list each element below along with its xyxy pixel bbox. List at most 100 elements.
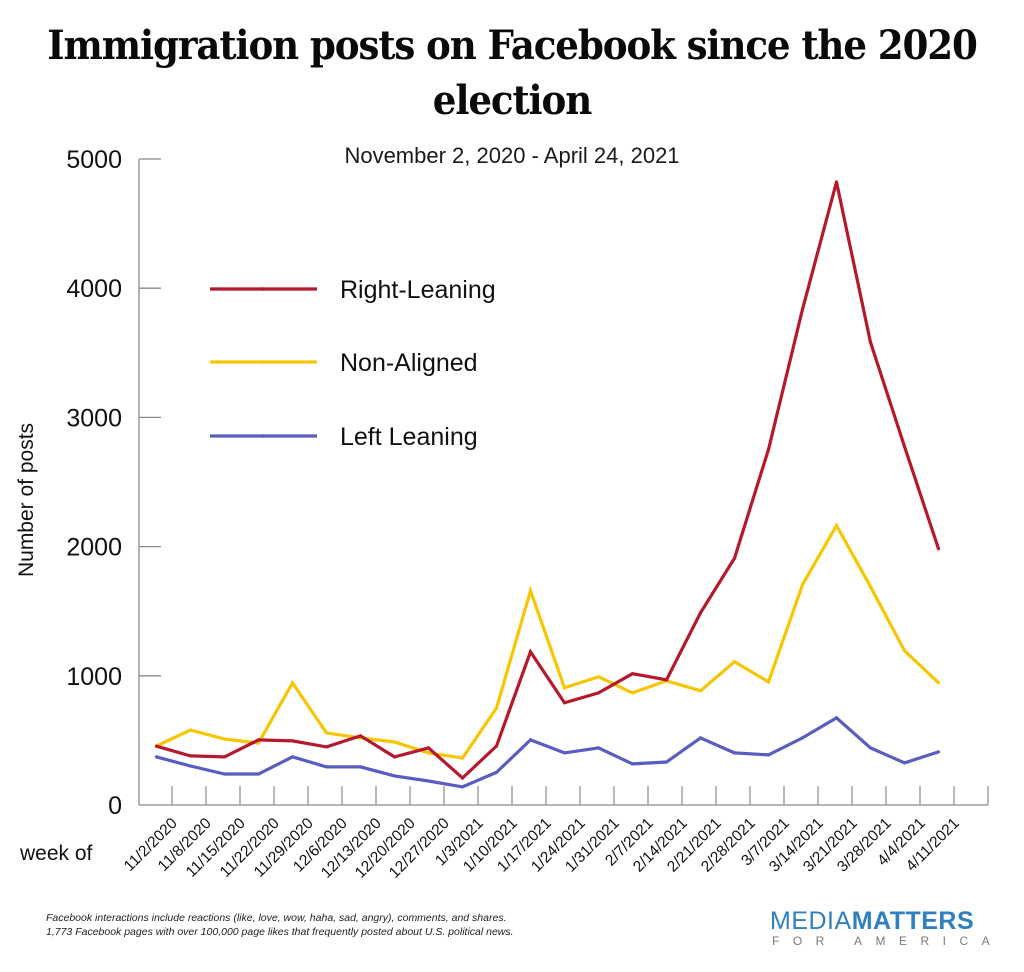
legend-item-non-aligned: Non-Aligned [210,349,478,377]
data-point-non-aligned [868,585,873,589]
data-point-right-leaning [188,754,193,758]
data-point-left-leaning [154,755,159,759]
data-point-non-aligned [732,660,737,664]
legend: Right-Leaning Non-Aligned Left Leaning [210,276,496,451]
data-point-non-aligned [426,751,431,755]
data-point-non-aligned [256,741,261,745]
logo-media: MEDIA [770,907,852,935]
data-point-non-aligned [290,681,295,685]
data-point-right-leaning [698,611,703,615]
y-axis-ticks: 0 1000 2000 3000 4000 5000 [66,146,161,820]
x-axis-ticks: 11/2/202011/8/202011/15/202011/22/202011… [121,786,989,882]
data-point-right-leaning [528,650,533,654]
footnote: Facebook interactions include reactions … [46,911,514,939]
y-tick-label: 4000 [66,275,122,303]
data-point-right-leaning [358,734,363,738]
data-point-left-leaning [222,772,227,776]
data-point-right-leaning [494,744,499,748]
data-point-right-leaning [800,307,805,311]
legend-marker-right-leaning [261,287,265,291]
data-point-left-leaning [596,746,601,750]
legend-label-right-leaning: Right-Leaning [340,276,496,304]
series-line-non-aligned [155,522,940,760]
data-point-non-aligned [494,706,499,710]
data-point-right-leaning [902,444,907,449]
data-point-non-aligned [630,691,635,695]
y-tick-label: 3000 [66,404,122,432]
y-tick-label: 2000 [66,534,122,562]
data-series [154,180,941,789]
series-line-left-leaning [156,715,939,789]
data-point-right-leaning [834,180,839,184]
data-point-non-aligned [528,589,533,593]
legend-label-non-aligned: Non-Aligned [340,349,478,377]
series-line-right-leaning [156,181,941,781]
data-point-right-leaning [290,739,295,743]
data-point-right-leaning [324,745,329,749]
footnote-line-2: 1,773 Facebook pages with over 100,000 p… [46,926,514,938]
data-point-right-leaning [732,556,737,560]
series-non-aligned [154,522,941,760]
legend-marker-left-leaning [261,434,265,438]
data-point-right-leaning [392,755,397,759]
data-point-non-aligned [324,731,329,735]
data-point-left-leaning [800,736,805,740]
data-point-non-aligned [596,675,601,679]
legend-item-right-leaning: Right-Leaning [210,276,496,304]
footnote-line-1: Facebook interactions include reactions … [46,912,507,924]
data-point-right-leaning [766,447,771,451]
data-point-left-leaning [664,760,669,764]
data-point-left-leaning [732,751,737,755]
data-point-left-leaning [324,765,329,769]
data-point-left-leaning [290,755,295,759]
data-point-right-leaning [426,746,431,750]
data-point-left-leaning [766,753,771,757]
chart-subtitle-text: November 2, 2020 - April 24, 2021 [344,143,680,168]
y-tick-label: 1000 [66,663,122,691]
data-point-right-leaning [154,744,159,748]
data-point-right-leaning [222,755,227,759]
chart-subtitle: November 2, 2020 - April 24, 2021 [0,143,1024,169]
series-right-leaning [154,180,941,781]
chart-title-line-1: Immigration posts on Facebook since the … [47,22,978,69]
axes [138,159,988,806]
data-point-right-leaning [630,672,635,676]
data-point-right-leaning [664,678,669,682]
data-point-non-aligned [460,756,465,760]
data-point-non-aligned [800,583,805,587]
data-point-non-aligned [936,681,941,685]
data-point-left-leaning [256,772,261,776]
data-point-left-leaning [460,785,465,789]
logo-matters: MATTERS [851,907,975,935]
data-point-left-leaning [936,750,941,754]
data-point-left-leaning [392,774,397,778]
legend-item-left-leaning: Left Leaning [210,423,478,451]
data-point-left-leaning [902,761,907,765]
data-point-left-leaning [698,736,703,740]
logo-for-america: FOR AMERICA [772,934,1004,948]
series-left-leaning [154,715,941,789]
legend-label-left-leaning: Left Leaning [340,423,478,451]
media-matters-logo: MEDIAMATTERS FOR AMERICA [770,908,1000,948]
data-point-right-leaning [562,701,567,705]
data-point-non-aligned [834,523,839,528]
data-point-right-leaning [936,547,941,551]
y-tick-label: 5000 [66,146,122,174]
data-point-right-leaning [868,340,873,344]
legend-marker-non-aligned [261,360,265,364]
data-point-left-leaning [188,764,193,768]
data-point-left-leaning [358,765,363,769]
data-point-left-leaning [562,751,567,755]
data-point-non-aligned [222,737,227,741]
chart-title-line-2: election [432,77,592,124]
data-point-non-aligned [766,680,771,684]
data-point-non-aligned [562,686,567,690]
data-point-left-leaning [426,779,431,783]
data-point-non-aligned [392,740,397,744]
y-axis-title: Number of posts [15,423,38,577]
data-point-non-aligned [698,689,703,693]
x-axis-title: week of [19,842,93,865]
y-tick-label: 0 [108,792,122,820]
data-point-non-aligned [902,649,907,653]
data-point-left-leaning [494,770,499,775]
